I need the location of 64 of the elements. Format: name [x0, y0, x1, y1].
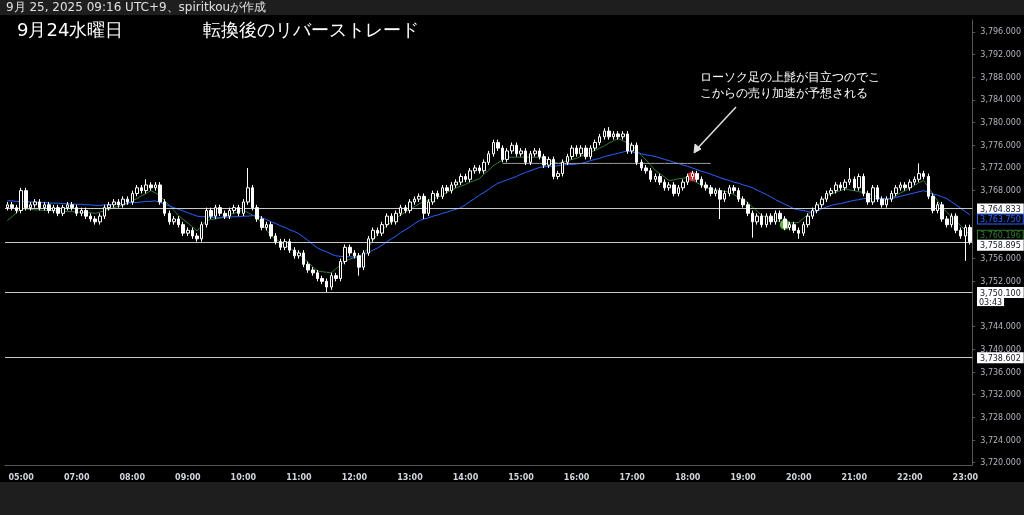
annotation: ローソク足の上髭が目立つのでここからの売り加速が予想される [700, 70, 880, 100]
candlestick [408, 198, 412, 214]
y-tick-label: 3,736.000 [980, 367, 1021, 377]
text: 3,763.750 [980, 215, 1021, 225]
y-tick-label: 3,720.000 [980, 458, 1021, 468]
candlestick [681, 178, 685, 192]
text: 3,760.196 [980, 231, 1021, 241]
line-series [6, 137, 971, 274]
x-tick-label: 17:00 [619, 472, 646, 482]
x-tick-label: 09:00 [175, 472, 201, 482]
x-tick-label: 16:00 [563, 472, 590, 482]
x-tick-label: 11:00 [286, 472, 313, 482]
x-tick-label: 07:00 [64, 472, 90, 482]
y-tick-label: 3,756.000 [980, 254, 1021, 264]
candlestick [718, 187, 722, 220]
x-tick-label: 05:00 [8, 472, 35, 482]
x-tick-label: 14:00 [452, 472, 479, 482]
candlestick [10, 201, 14, 211]
candlestick [357, 252, 361, 277]
line-series [6, 150, 971, 259]
y-tick-label: 3,768.000 [980, 186, 1021, 196]
x-tick-label: 21:00 [841, 472, 868, 482]
candlestick [33, 198, 37, 209]
x-tick-label: 22:00 [897, 472, 923, 482]
ref-line-label: 3,764.833 [980, 205, 1021, 215]
x-tick-label: 19:00 [730, 472, 757, 482]
text: 9月 25, 2025 09:16 UTC+9、spiritkouが作成 [6, 0, 267, 15]
x-tick-label: 12:00 [341, 472, 368, 482]
candlestick [917, 162, 921, 183]
y-tick-label: 3,740.000 [980, 344, 1021, 354]
chart-subtitle: 転換後のリバーストレード [203, 18, 419, 40]
candlestick [283, 238, 287, 251]
y-tick-label: 3,732.000 [980, 390, 1021, 400]
y-tick-label: 3,776.000 [980, 140, 1021, 150]
text: 03:43 [979, 297, 1003, 307]
ref-line-label: 3,738.602 [980, 353, 1021, 363]
ref-line-label: 3,750.100 [980, 288, 1021, 298]
y-tick-label: 3,744.000 [980, 322, 1021, 332]
candlestick [394, 209, 398, 226]
y-tick-label: 3,780.000 [980, 118, 1021, 128]
candlestick [269, 221, 273, 240]
y-tick-label: 3,772.000 [980, 163, 1021, 173]
candlestick [47, 201, 51, 214]
x-tick-label: 10:00 [230, 472, 257, 482]
x-tick-label: 18:00 [674, 472, 701, 482]
candlestick [84, 207, 88, 220]
candlestick [769, 212, 773, 226]
x-tick-label: 20:00 [785, 472, 812, 482]
x-tick-label: 08:00 [119, 472, 146, 482]
chart-title: 9月24水曜日 [17, 18, 124, 40]
candlestick [607, 126, 611, 141]
y-tick-label: 3,788.000 [980, 72, 1021, 82]
y-tick-label: 3,752.000 [980, 276, 1021, 286]
y-tick-label: 3,784.000 [980, 95, 1021, 105]
candlestick [121, 195, 125, 209]
candlestick [857, 173, 861, 192]
x-tick-label: 13:00 [397, 472, 424, 482]
y-tick-label: 3,724.000 [980, 435, 1021, 445]
ref-line-label: 3,758.895 [980, 241, 1021, 251]
y-tick-label: 3,792.000 [980, 50, 1021, 60]
y-tick-label: 3,796.000 [980, 27, 1021, 37]
y-tick-label: 3,728.000 [980, 412, 1021, 422]
x-tick-label: 23:00 [952, 472, 979, 482]
x-tick-label: 15:00 [508, 472, 535, 482]
